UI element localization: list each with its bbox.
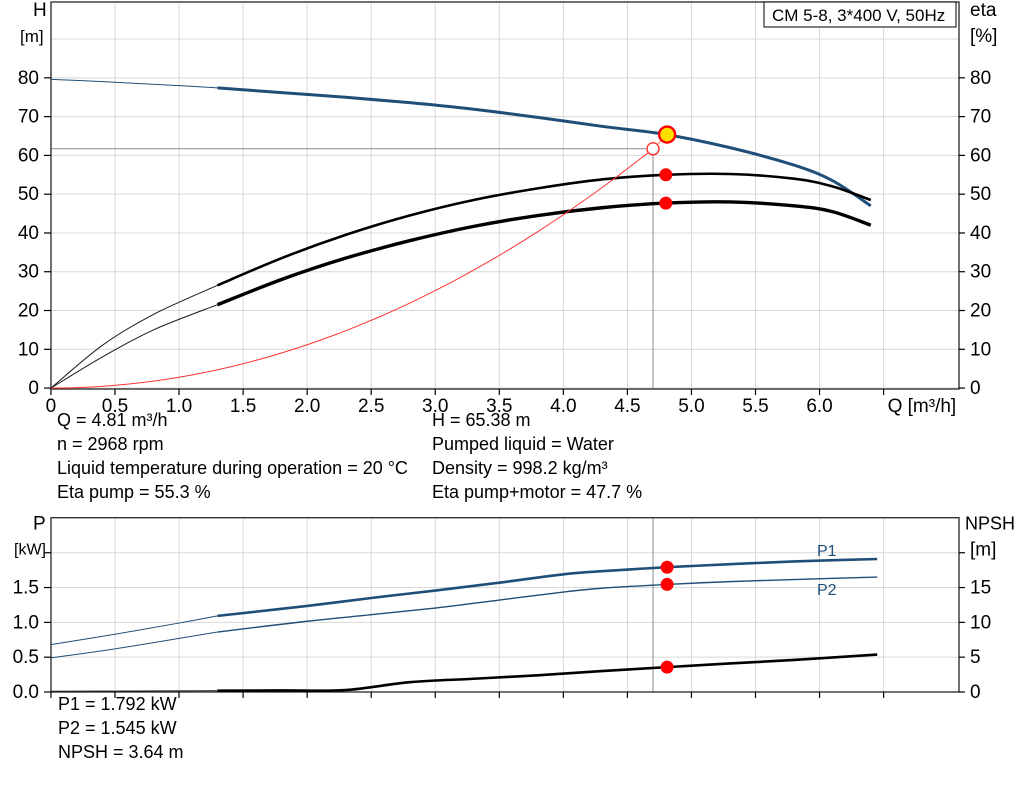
svg-text:eta: eta: [970, 0, 997, 21]
svg-text:70: 70: [18, 107, 39, 128]
svg-text:5.0: 5.0: [678, 396, 704, 417]
svg-text:CM 5-8, 3*400 V, 50Hz: CM 5-8, 3*400 V, 50Hz: [772, 6, 945, 25]
svg-text:0: 0: [28, 378, 39, 399]
svg-text:P: P: [33, 514, 46, 535]
svg-text:20: 20: [970, 301, 991, 322]
svg-text:70: 70: [970, 107, 991, 128]
svg-text:0: 0: [46, 396, 57, 417]
svg-text:10: 10: [970, 339, 991, 360]
svg-text:60: 60: [970, 145, 991, 166]
svg-text:[kW]: [kW]: [14, 542, 46, 559]
svg-text:30: 30: [970, 262, 991, 283]
svg-text:NPSH: NPSH: [965, 514, 1015, 534]
svg-text:80: 80: [970, 68, 991, 89]
svg-text:20: 20: [18, 301, 39, 322]
svg-text:60: 60: [18, 145, 39, 166]
svg-text:5.5: 5.5: [742, 396, 768, 417]
svg-text:15: 15: [970, 578, 991, 599]
svg-text:6.0: 6.0: [806, 396, 832, 417]
svg-text:50: 50: [970, 184, 991, 205]
svg-text:H: H: [33, 0, 47, 21]
svg-text:1.0: 1.0: [13, 612, 39, 633]
svg-text:Q [m³/h]: Q [m³/h]: [888, 396, 957, 417]
svg-text:1.5: 1.5: [13, 578, 39, 599]
svg-text:P1: P1: [817, 543, 837, 560]
svg-text:[%]: [%]: [970, 26, 997, 47]
svg-text:80: 80: [18, 68, 39, 89]
svg-text:[m]: [m]: [20, 27, 44, 46]
svg-text:50: 50: [18, 184, 39, 205]
svg-text:[m]: [m]: [970, 540, 996, 561]
svg-text:40: 40: [970, 223, 991, 244]
svg-text:10: 10: [18, 339, 39, 360]
svg-text:0.5: 0.5: [13, 647, 39, 668]
svg-text:5: 5: [970, 647, 981, 668]
svg-text:30: 30: [18, 262, 39, 283]
svg-text:0: 0: [970, 378, 981, 399]
svg-text:0: 0: [970, 682, 981, 703]
svg-text:P2: P2: [817, 582, 837, 599]
svg-text:10: 10: [970, 612, 991, 633]
svg-text:40: 40: [18, 223, 39, 244]
svg-text:0.0: 0.0: [13, 682, 39, 703]
